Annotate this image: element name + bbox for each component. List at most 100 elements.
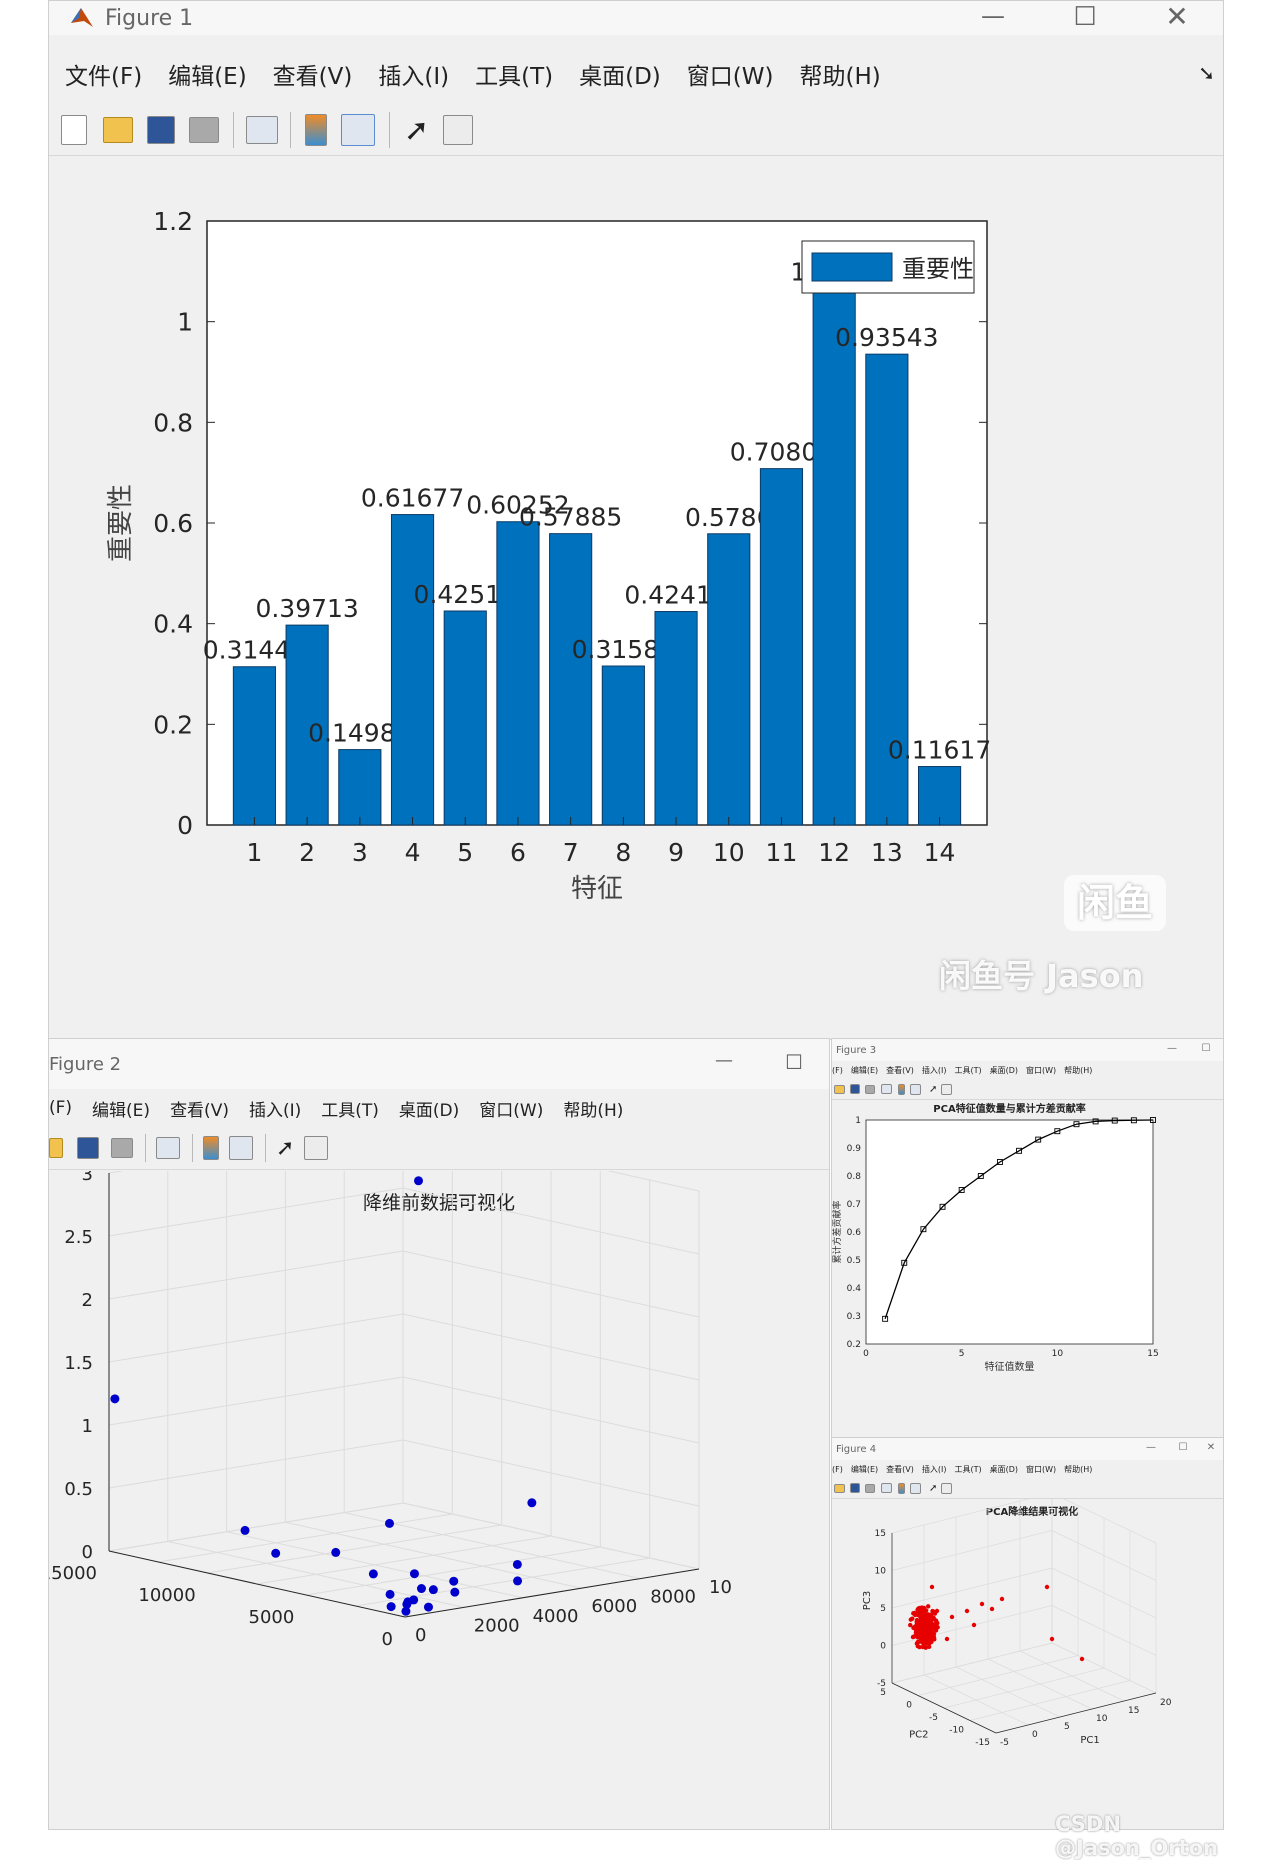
menu-item-2[interactable]: 查看(V) (886, 1464, 914, 1474)
legend-icon[interactable] (341, 114, 375, 146)
close-icon[interactable]: ✕ (1165, 0, 1189, 33)
minimize-icon[interactable]: — (715, 1050, 733, 1071)
open-file-icon[interactable] (834, 1084, 845, 1094)
menu-item-5[interactable]: 桌面(D) (989, 1065, 1019, 1075)
maximize-icon[interactable]: ☐ (1201, 1043, 1211, 1054)
maximize-icon[interactable]: ☐ (1073, 2, 1097, 32)
menu-item-2[interactable]: 查看(V) (272, 64, 353, 90)
open-file-icon[interactable] (103, 117, 133, 143)
minimize-icon[interactable]: — (981, 2, 1005, 30)
menu-item-6[interactable]: 窗口(W) (479, 1100, 544, 1121)
menu-item-0[interactable]: (F) (832, 1065, 843, 1075)
pointer-icon[interactable]: ➚ (276, 1135, 295, 1161)
menu-item-5[interactable]: 桌面(D) (398, 1100, 460, 1121)
x-tick-label: 15 (1147, 1349, 1158, 1359)
scatter-point (924, 1641, 930, 1646)
minimize-icon[interactable]: — (1146, 1442, 1156, 1453)
grid-line (917, 1655, 1079, 1696)
property-editor-icon[interactable] (941, 1083, 953, 1095)
grid-line (108, 1439, 404, 1489)
open-file-icon[interactable] (49, 1138, 63, 1158)
menu-item-3[interactable]: 插入(I) (248, 1100, 302, 1121)
x-tick-label: 1 (246, 838, 262, 867)
menu-item-6[interactable]: 窗口(W) (1026, 1464, 1057, 1474)
z-tick-label: -5 (877, 1679, 886, 1689)
grid-line (108, 1250, 404, 1300)
menu-item-1[interactable]: 编辑(E) (168, 64, 247, 90)
open-file-icon[interactable] (834, 1483, 845, 1493)
link-plot-icon[interactable] (246, 116, 278, 144)
scatter-point (964, 1608, 970, 1614)
menu-item-4[interactable]: 工具(T) (321, 1100, 379, 1121)
menu-item-4[interactable]: 工具(T) (954, 1464, 982, 1474)
colorbar-icon[interactable] (203, 1136, 219, 1160)
scatter-point (423, 1602, 433, 1612)
menu-item-7[interactable]: 帮助(H) (563, 1100, 624, 1121)
y-tick-label: 0.2 (847, 1340, 861, 1350)
print-icon[interactable] (865, 1483, 875, 1493)
menu-item-0[interactable]: (F) (832, 1464, 843, 1474)
z-tick-label: 0 (880, 1642, 886, 1652)
menu-item-0[interactable]: 文件(F) (65, 64, 143, 90)
menu-item-6[interactable]: 窗口(W) (1026, 1065, 1057, 1075)
y-tick-label: 1.2 (153, 207, 193, 236)
save-icon[interactable] (77, 1137, 99, 1159)
menu-item-1[interactable]: 编辑(E) (850, 1464, 879, 1474)
grid-line (285, 1521, 582, 1589)
figure3-window: Figure 3 — ☐ (F) 编辑(E) 查看(V) 插入(I) 工具(T) 桌面(D… (831, 1038, 1224, 1438)
menu-item-2[interactable]: 查看(V) (170, 1100, 229, 1121)
maximize-icon[interactable]: ☐ (1178, 1442, 1188, 1453)
link-plot-icon[interactable] (156, 1137, 180, 1159)
colorbar-icon[interactable] (898, 1083, 905, 1095)
legend-icon[interactable] (910, 1482, 921, 1494)
menu-item-6[interactable]: 窗口(W) (686, 64, 774, 90)
menu-item-2[interactable]: 查看(V) (886, 1065, 914, 1075)
menu-item-7[interactable]: 帮助(H) (799, 64, 881, 90)
property-editor-icon[interactable] (941, 1482, 953, 1494)
property-editor-icon[interactable] (443, 115, 474, 145)
menu-item-3[interactable]: 插入(I) (921, 1464, 947, 1474)
scatter-point (971, 1622, 977, 1628)
property-editor-icon[interactable] (304, 1136, 329, 1160)
menu-item-5[interactable]: 桌面(D) (579, 64, 661, 90)
colorbar-icon[interactable] (898, 1482, 905, 1494)
save-icon[interactable] (850, 1084, 860, 1094)
minimize-icon[interactable]: — (1167, 1043, 1177, 1054)
menu-item-5[interactable]: 桌面(D) (989, 1464, 1019, 1474)
y-tick-label: 1 (177, 308, 193, 337)
legend-icon[interactable] (910, 1083, 921, 1095)
menu-item-7[interactable]: 帮助(H) (1064, 1065, 1093, 1075)
y-tick-label: -5 (929, 1713, 938, 1723)
menu-item-4[interactable]: 工具(T) (954, 1065, 982, 1075)
bar (338, 749, 382, 826)
close-icon[interactable]: ✕ (1206, 1442, 1216, 1453)
print-icon[interactable] (189, 117, 219, 143)
link-plot-icon[interactable] (881, 1483, 892, 1493)
link-plot-icon[interactable] (881, 1084, 892, 1094)
scatter-point (931, 1626, 937, 1631)
legend[interactable]: 重要性 (801, 240, 975, 294)
save-icon[interactable] (850, 1483, 860, 1493)
maximize-icon[interactable]: ☐ (785, 1050, 803, 1074)
menu-item-7[interactable]: 帮助(H) (1064, 1464, 1093, 1474)
figure1-toolbar: ➚ (49, 105, 1223, 156)
print-icon[interactable] (111, 1138, 133, 1158)
menu-item-3[interactable]: 插入(I) (378, 64, 450, 90)
z-tick-label: 2 (82, 1290, 93, 1311)
y-tick-label: 0 (906, 1701, 912, 1711)
menu-item-0[interactable]: (F) (49, 1098, 73, 1118)
colorbar-icon[interactable] (305, 114, 327, 146)
menubar-dock-arrow-icon[interactable]: ➘ (1198, 61, 1215, 85)
legend-icon[interactable] (229, 1136, 253, 1160)
save-icon[interactable] (147, 116, 175, 144)
pointer-icon[interactable]: ➚ (929, 1482, 938, 1494)
menu-item-3[interactable]: 插入(I) (921, 1065, 947, 1075)
menu-item-1[interactable]: 编辑(E) (92, 1100, 151, 1121)
menu-item-1[interactable]: 编辑(E) (850, 1065, 879, 1075)
pointer-icon[interactable]: ➚ (404, 112, 430, 148)
pointer-icon[interactable]: ➚ (929, 1083, 938, 1095)
new-figure-icon[interactable] (61, 115, 87, 145)
menu-item-4[interactable]: 工具(T) (475, 64, 554, 90)
scatter-point (944, 1636, 950, 1642)
print-icon[interactable] (865, 1084, 875, 1094)
